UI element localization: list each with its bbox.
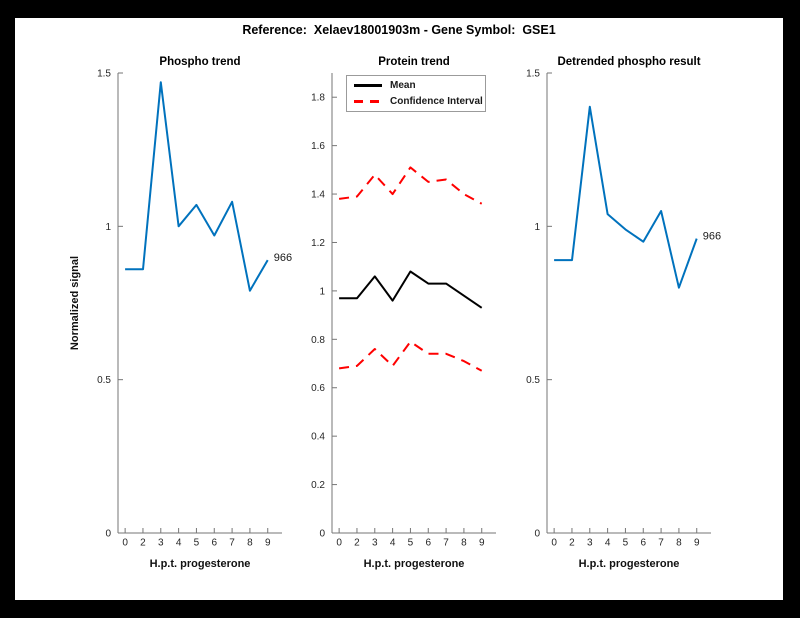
matlab-figure-window: Reference: Xelaev18001903m - Gene Symbol… (15, 18, 783, 600)
subplot-protein-trend: 0 2 3 4 5 6 7 8 9 0 0.2 0.4 0.6 0.8 1 1.2 1.4 1.6 1.8 Prote… (311, 56, 496, 570)
y-tick-label: 1.4 (311, 190, 325, 201)
y-tick-label: 1.8 (311, 93, 325, 104)
subplot-title: Phospho trend (159, 56, 240, 68)
y-tick-label: 1.6 (311, 141, 325, 152)
y-tick-label: 0.2 (311, 480, 325, 491)
y-tick-label: 0.8 (311, 335, 325, 346)
x-tick-label: 0 (551, 537, 557, 548)
y-tick-label: 0 (534, 529, 540, 540)
phospho-signal-line (125, 81, 269, 292)
confidence-interval-upper-line (338, 166, 483, 205)
x-tick-label: 5 (194, 537, 200, 548)
y-tick-label: 1.2 (311, 238, 325, 249)
x-axis-label: H.p.t. progesterone (150, 558, 251, 570)
x-tick-label: 7 (658, 537, 664, 548)
y-tick-label: 0.4 (311, 432, 325, 443)
detrended-phospho-signal-line (554, 105, 698, 289)
x-tick-label: 4 (176, 537, 182, 548)
legend-item-mean: Mean (354, 80, 485, 92)
x-tick-label: 4 (390, 537, 396, 548)
x-tick-label: 0 (122, 537, 128, 548)
x-tick-label: 8 (676, 537, 682, 548)
x-tick-label: 5 (623, 537, 629, 548)
legend-label-mean: Mean (390, 80, 416, 91)
subplot-title: Protein trend (378, 56, 450, 68)
x-tick-label: 7 (229, 537, 235, 548)
y-tick-label: 1 (319, 286, 325, 297)
x-tick-label: 6 (211, 537, 217, 548)
y-tick-label: 0 (319, 529, 325, 540)
mean-line-sample-icon (354, 84, 382, 87)
legend-label-confidence-interval: Confidence Interval (390, 96, 483, 107)
confidence-interval-line-sample-icon (354, 100, 382, 103)
x-tick-label: 9 (265, 537, 271, 548)
subplot-detrended-phospho-result: 0 2 3 4 5 6 7 8 9 0 0.5 1 1.5 966 Detrended phospho re… (526, 56, 721, 570)
x-tick-label: 9 (694, 537, 700, 548)
x-tick-label: 5 (408, 537, 414, 548)
y-tick-label: 0.5 (526, 375, 540, 386)
x-tick-label: 8 (461, 537, 467, 548)
y-tick-label: 1.5 (526, 69, 540, 80)
mean-line (339, 270, 483, 309)
x-tick-label: 2 (569, 537, 575, 548)
subplot-title: Detrended phospho result (557, 56, 700, 68)
x-tick-label: 3 (587, 537, 593, 548)
x-tick-label: 7 (443, 537, 449, 548)
x-tick-label: 8 (247, 537, 253, 548)
figure-title: Reference: Xelaev18001903m - Gene Symbol… (242, 23, 556, 37)
x-tick-label: 4 (605, 537, 611, 548)
x-tick-label: 2 (354, 537, 360, 548)
x-axis-label: H.p.t. progesterone (364, 558, 465, 570)
y-tick-label: 0.5 (97, 375, 111, 386)
legend-item-confidence-interval: Confidence Interval (354, 96, 485, 108)
y-tick-label: 1 (105, 222, 111, 233)
subplot-phospho-trend: 0 2 3 4 5 6 7 8 9 0 0.5 1 1.5 966 Phospho trend H.p.t. … (69, 56, 292, 570)
x-tick-label: 3 (372, 537, 378, 548)
x-tick-label: 2 (140, 537, 146, 548)
series-end-label: 966 (274, 252, 292, 264)
x-axis-label: H.p.t. progesterone (579, 558, 680, 570)
x-tick-label: 6 (640, 537, 646, 548)
x-tick-label: 3 (158, 537, 164, 548)
y-tick-label: 0 (105, 529, 111, 540)
series-end-label: 966 (703, 231, 721, 243)
x-tick-label: 0 (336, 537, 342, 548)
x-tick-label: 6 (425, 537, 431, 548)
y-tick-label: 0.6 (311, 383, 325, 394)
y-tick-label: 1 (534, 222, 540, 233)
legend: Mean Confidence Interval (346, 75, 486, 112)
y-axis-label: Normalized signal (69, 256, 81, 350)
x-tick-label: 9 (479, 537, 485, 548)
confidence-interval-lower-line (338, 340, 483, 372)
y-tick-label: 1.5 (97, 69, 111, 80)
